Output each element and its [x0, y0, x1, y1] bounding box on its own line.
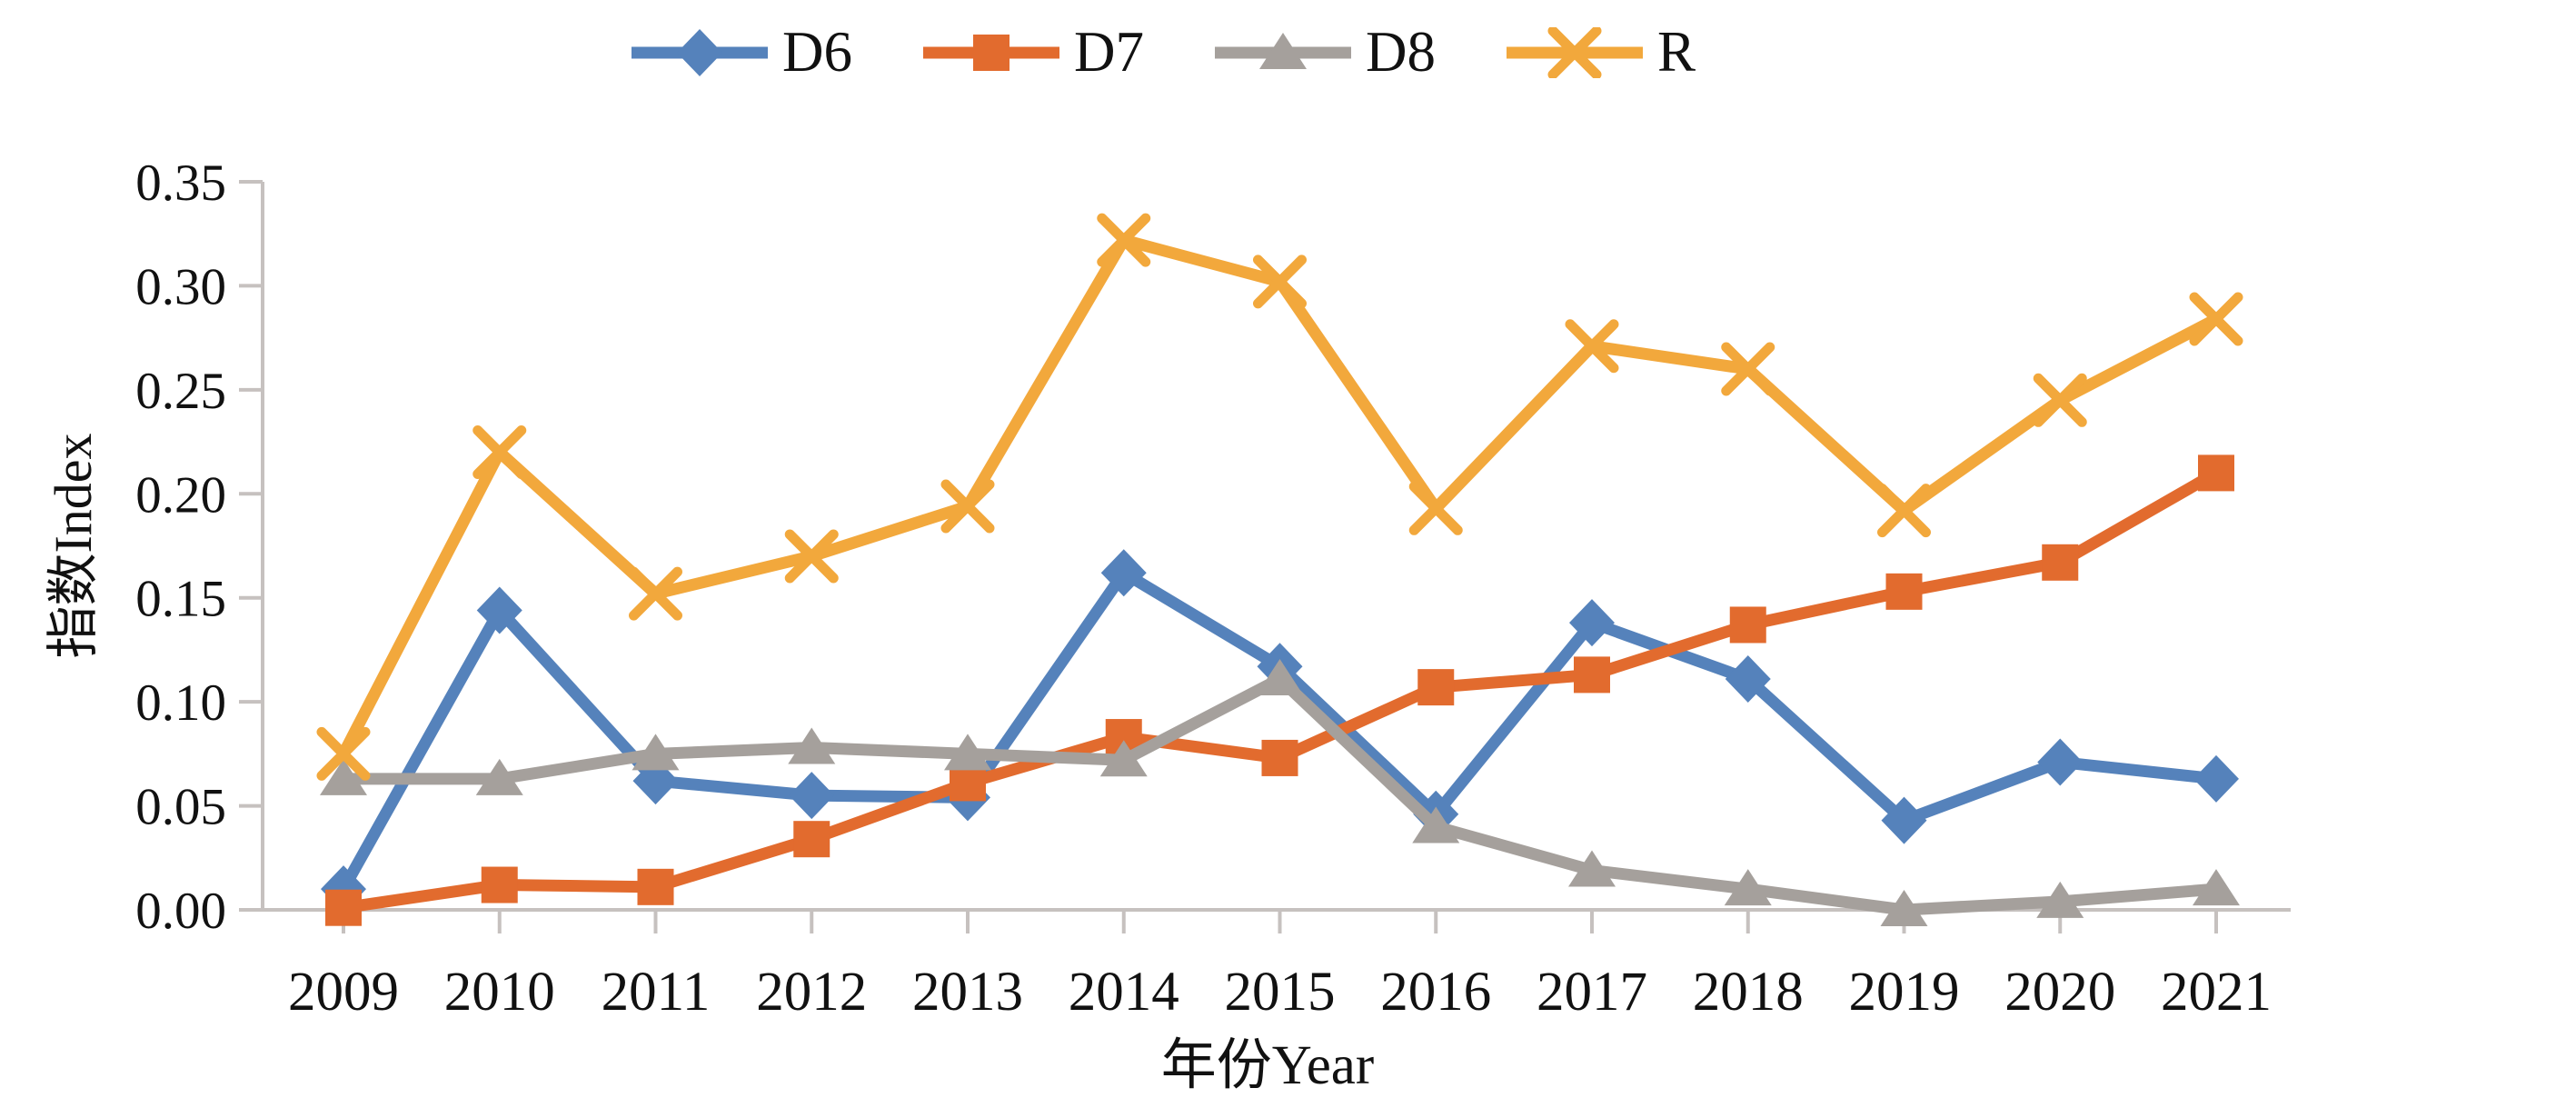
d8-marker-2020	[2036, 881, 2084, 918]
d8-marker-2014	[1099, 740, 1148, 777]
d8-marker-2017	[1568, 850, 1616, 887]
series-r	[316, 213, 2243, 781]
legend-item-d8: D8	[1215, 24, 1436, 81]
d7-marker-2013	[950, 764, 986, 802]
legend-label-d7: D7	[1074, 20, 1144, 84]
r-marker-2019	[1877, 484, 1931, 538]
legend-item-d7: D7	[923, 24, 1144, 81]
d7-marker-2019	[1885, 573, 1923, 610]
axes	[239, 180, 2291, 933]
d8-triangle-legend-icon-marker	[1259, 32, 1307, 69]
x-axis-title: 年份Year	[1161, 1035, 1374, 1096]
y-tick-label-0.05: 0.05	[135, 779, 226, 836]
r-marker-2011	[629, 566, 682, 621]
r-marker-2014	[1097, 213, 1151, 267]
d7-square-legend-icon-marker	[973, 34, 1010, 71]
d6-marker-2017	[1569, 599, 1615, 647]
x-tick-label-2012: 2012	[756, 962, 867, 1023]
y-tick-label-0.30: 0.30	[135, 258, 226, 315]
d7-marker-2016	[1417, 669, 1455, 706]
d8-marker-2009	[320, 758, 367, 795]
legend-label-d8: D8	[1366, 20, 1436, 84]
y-tick-label-0.20: 0.20	[135, 466, 226, 524]
r-marker-2016	[1408, 481, 1463, 535]
d8-marker-2010	[475, 758, 523, 795]
legend-item-d6: D6	[632, 24, 852, 81]
legend-label-d6: D6	[782, 20, 852, 84]
d8-marker-2019	[1880, 890, 1928, 926]
d7-marker-2017	[1574, 656, 1610, 694]
r-xmark-legend-icon	[1507, 26, 1643, 78]
x-tick-label-2019: 2019	[1849, 962, 1960, 1023]
d8-marker-2016	[1412, 806, 1460, 843]
x-tick-label-2015: 2015	[1225, 962, 1336, 1023]
d7-marker-2012	[793, 821, 830, 858]
d7-square-legend-icon	[923, 34, 1059, 71]
series-d6	[321, 549, 2239, 913]
d6-marker-2014	[1100, 549, 1147, 597]
d7-marker-2010	[481, 866, 518, 903]
r-marker-2021	[2189, 292, 2243, 346]
x-tick-label-2013: 2013	[912, 962, 1023, 1023]
legend: D6 D7 D8 R	[632, 24, 1696, 81]
d7-marker-2021	[2198, 454, 2234, 492]
legend-item-r: R	[1507, 24, 1696, 81]
y-tick-label-0.35: 0.35	[135, 155, 226, 212]
d7-marker-2009	[325, 889, 362, 926]
d7-marker-2011	[637, 868, 674, 905]
d8-marker-2011	[632, 734, 680, 771]
d8-marker-2021	[2193, 869, 2240, 906]
r-marker-2009	[316, 726, 371, 781]
y-tick-label-0.00: 0.00	[135, 883, 226, 940]
d7-marker-2018	[1729, 606, 1766, 644]
x-tick-label-2009: 2009	[288, 962, 399, 1023]
y-axis-title: 指数Index	[44, 433, 103, 658]
series-d7	[325, 454, 2234, 926]
x-tick-label-2010: 2010	[444, 962, 555, 1023]
r-xmark-legend-icon-marker	[1547, 26, 1602, 78]
d6-marker-2019	[1881, 796, 1927, 844]
x-tick-label-2018: 2018	[1693, 962, 1804, 1023]
d7-marker-2020	[2042, 544, 2079, 581]
d6-marker-2018	[1725, 654, 1771, 703]
r-marker-2010	[472, 425, 527, 480]
d8-marker-2018	[1724, 869, 1772, 906]
r-marker-2012	[784, 529, 839, 584]
r-marker-2017	[1565, 319, 1619, 374]
x-tick-label-2021: 2021	[2161, 962, 2272, 1023]
r-marker-2015	[1253, 255, 1307, 309]
d8-marker-2012	[788, 727, 836, 764]
d6-marker-2021	[2193, 754, 2239, 803]
d8-marker-2013	[944, 734, 991, 771]
x-tick-label-2016: 2016	[1380, 962, 1491, 1023]
r-marker-2018	[1721, 342, 1775, 396]
d6-marker-2012	[789, 772, 835, 820]
r-marker-2013	[940, 479, 995, 534]
d8-triangle-legend-icon	[1215, 32, 1351, 69]
x-tick-label-2020: 2020	[2004, 962, 2115, 1023]
x-tick-label-2011: 2011	[602, 962, 711, 1023]
r-marker-2020	[2033, 373, 2087, 427]
x-tick-label-2017: 2017	[1537, 962, 1647, 1023]
y-tick-label-0.25: 0.25	[135, 363, 226, 420]
x-tick-label-2014: 2014	[1069, 962, 1179, 1023]
legend-label-r: R	[1657, 20, 1696, 84]
series-d8	[320, 658, 2240, 926]
d7-marker-2015	[1261, 739, 1298, 776]
d6-marker-2010	[476, 586, 522, 634]
d6-diamond-legend-icon	[632, 28, 768, 76]
y-tick-label-0.10: 0.10	[135, 674, 226, 732]
d8-marker-2015	[1256, 658, 1304, 695]
y-tick-label-0.15: 0.15	[135, 571, 226, 628]
d6-diamond-legend-icon-marker	[677, 28, 722, 76]
d6-marker-2020	[2037, 738, 2084, 786]
